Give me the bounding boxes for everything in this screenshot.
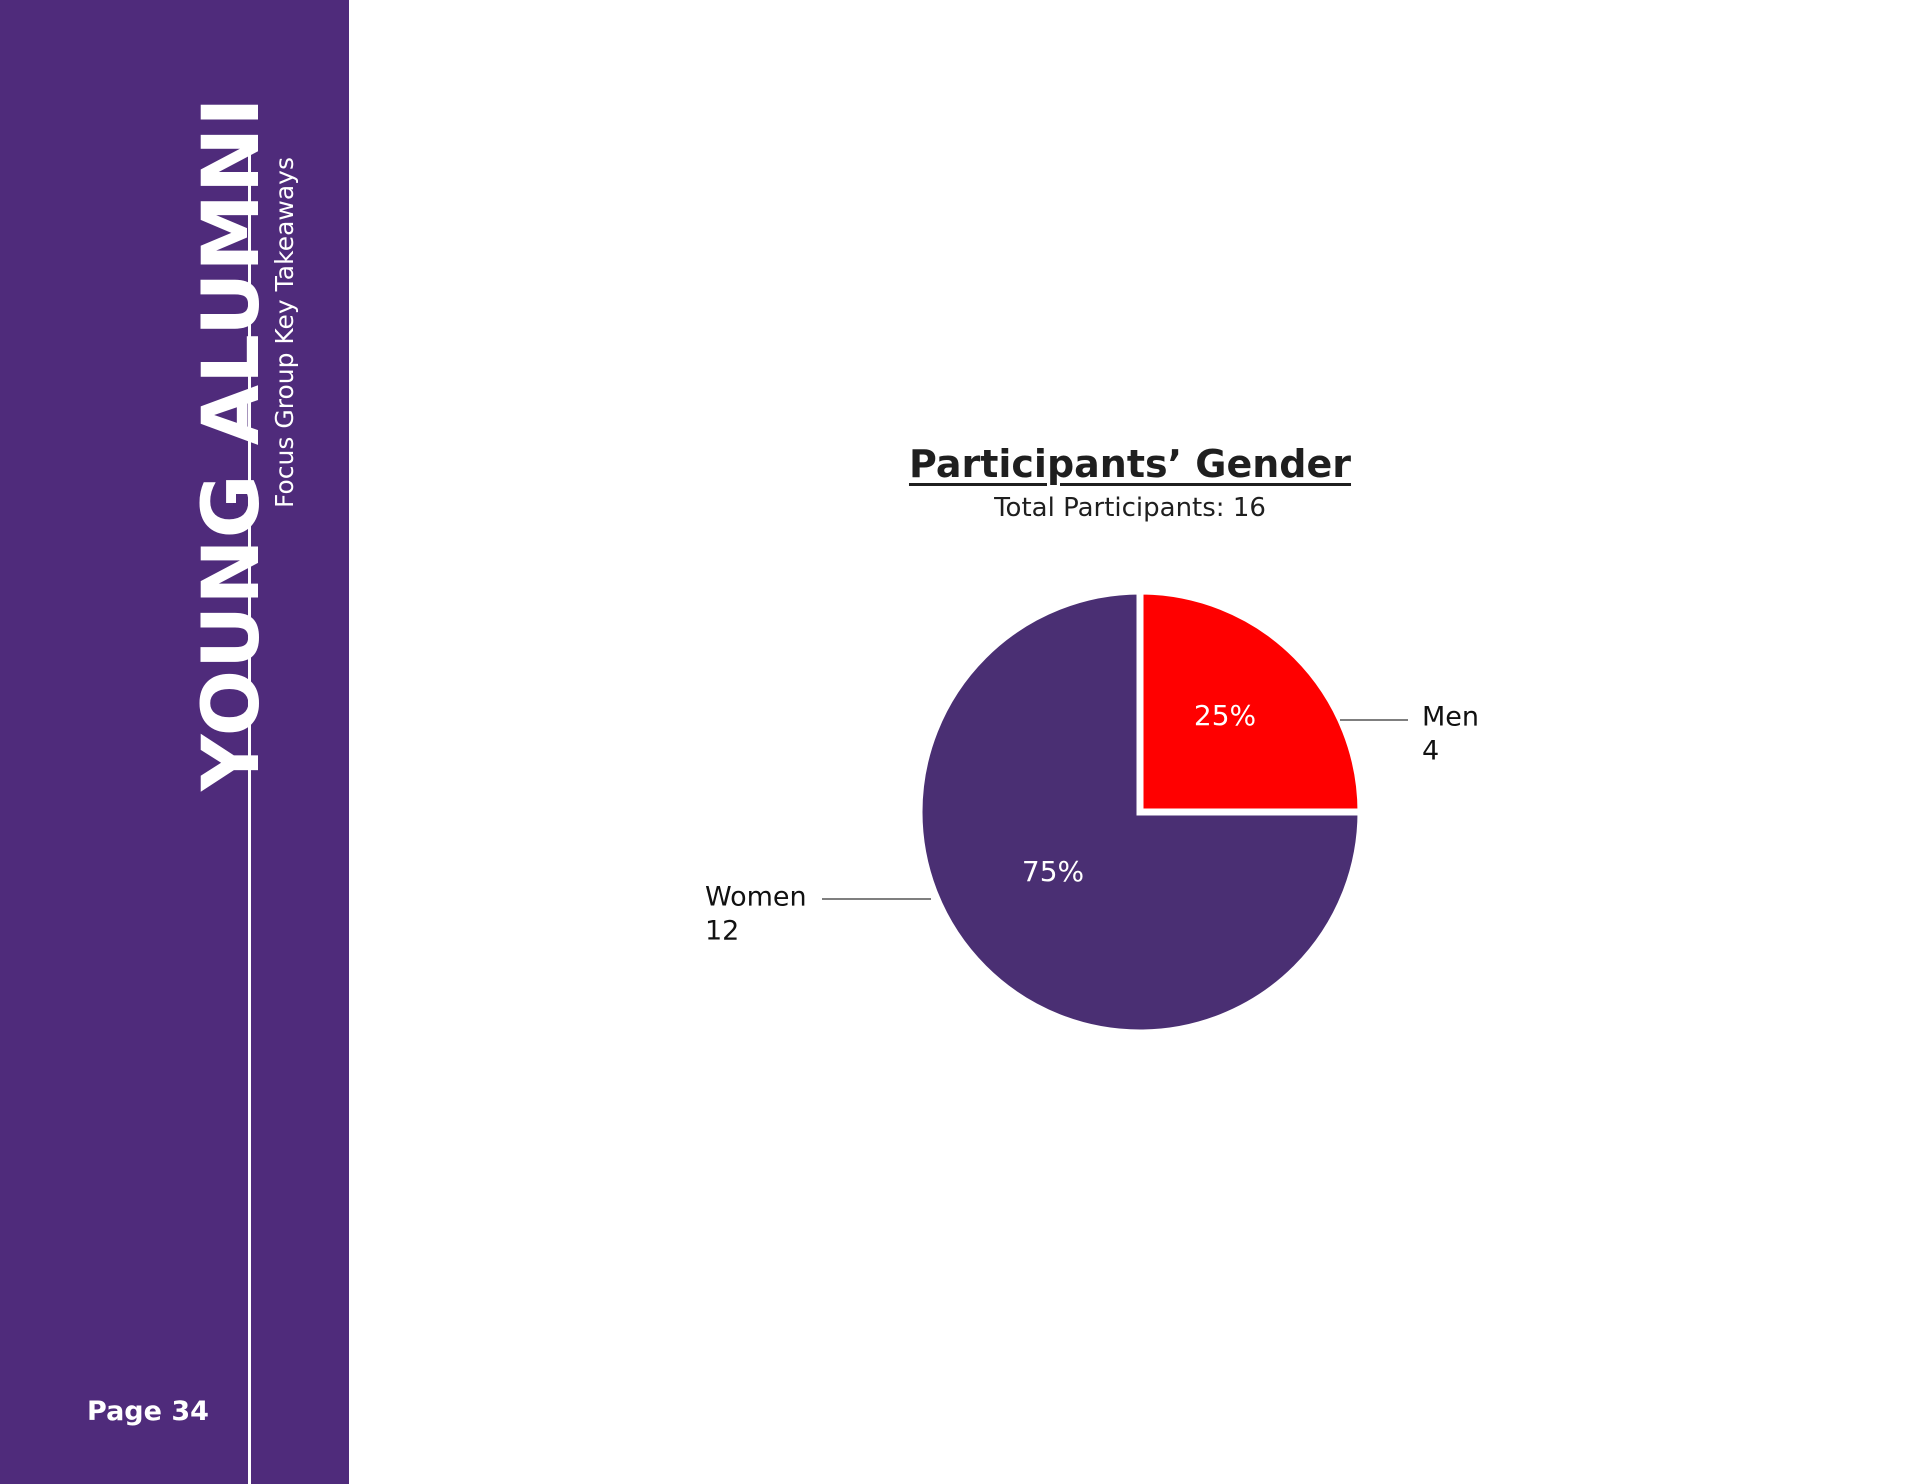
slice-name-label-men: Men — [1422, 702, 1479, 733]
pie-slice-men — [1136, 587, 1365, 816]
sidebar — [0, 0, 349, 1484]
slice-name-label-women: Women — [705, 882, 807, 913]
slice-value-label-men: 4 — [1422, 736, 1439, 767]
sidebar-divider — [248, 153, 251, 1484]
sidebar-title: YOUNG ALUMNI — [187, 96, 277, 791]
chart-title: Participants’ Gender — [860, 442, 1400, 486]
pie-slice-women — [915, 587, 1365, 1037]
chart-subtitle: Total Participants: 16 — [994, 493, 1266, 523]
slice-value-label-women: 12 — [705, 916, 739, 947]
sidebar-subtitle: Focus Group Key Takeaways — [270, 156, 299, 508]
chart-title-text: Participants’ Gender — [908, 442, 1352, 486]
pie-percent-label-women: 75% — [1022, 855, 1084, 888]
pie-percent-label-men: 25% — [1194, 699, 1256, 732]
page-number: Page 34 — [87, 1396, 209, 1427]
